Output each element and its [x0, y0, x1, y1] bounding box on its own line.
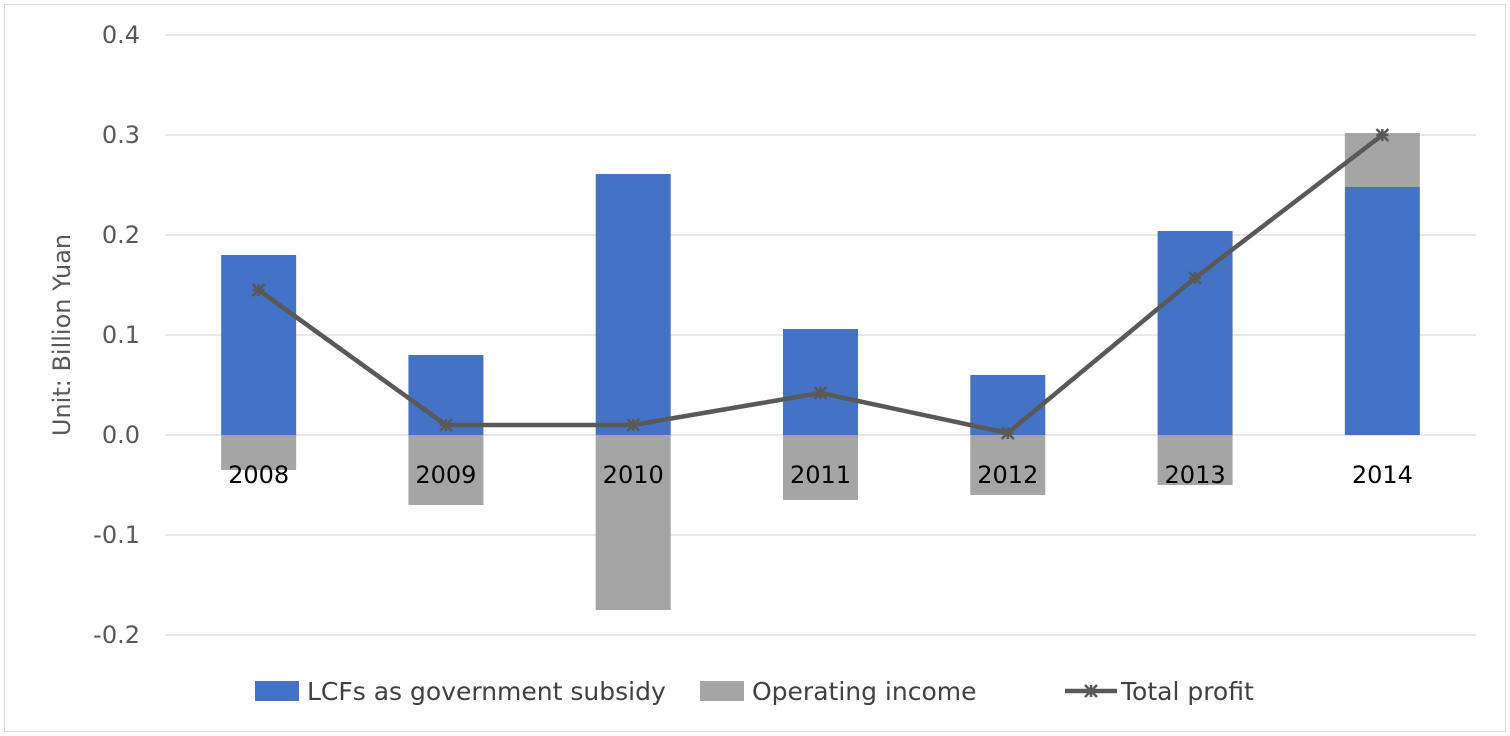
y-tick-label: -0.2: [93, 621, 140, 649]
category-label: 2009: [415, 461, 476, 489]
legend-label: Operating income: [752, 677, 977, 706]
y-tick-label: 0.3: [102, 121, 140, 149]
category-label: 2013: [1165, 461, 1226, 489]
legend-swatch-0: [255, 681, 299, 701]
bar-lcfs-2011: [783, 329, 858, 435]
y-tick-label: 0.4: [102, 21, 140, 49]
total-profit-point-2010: [626, 418, 641, 432]
y-axis-ticks: -0.2 -0.1 0.0 0.1 0.2 0.3 0.4: [93, 21, 140, 649]
bar-operating-income-2008: [221, 435, 297, 470]
category-label: 2008: [228, 461, 289, 489]
legend-label: Total profit: [1120, 677, 1254, 706]
total-profit-point-2013: [1188, 271, 1202, 285]
y-tick-label: -0.1: [93, 521, 140, 549]
bar-lcfs-2008: [221, 255, 297, 435]
bars: [221, 133, 1420, 610]
total-profit-point-2012: [1000, 426, 1015, 440]
bar-operating-income-2011: [783, 435, 858, 500]
total-profit-point-2008: [251, 283, 266, 297]
y-tick-label: 0.2: [102, 221, 140, 249]
bar-operating-income-2013: [1157, 435, 1233, 485]
bar-operating-income-2010: [595, 435, 671, 610]
total-profit-point-2009: [439, 418, 453, 432]
category-label: 2010: [603, 461, 664, 489]
category-labels: 2008 2009 2010 2011 2012 2013 2014: [228, 461, 1413, 489]
gridlines: [165, 34, 1476, 636]
bar-operating-income-2014: [1344, 133, 1420, 187]
bar-operating-income-2009: [408, 435, 484, 505]
category-label: 2014: [1352, 461, 1413, 489]
legend: LCFs as government subsidy Operating inco…: [255, 677, 1254, 706]
bar-lcfs-2013: [1157, 231, 1233, 435]
bar-operating-income-2012: [970, 435, 1046, 495]
category-label: 2012: [977, 461, 1038, 489]
total-profit-point-2011: [813, 386, 828, 400]
bar-lcfs-2014: [1344, 187, 1420, 435]
total-profit-point-2014: [1375, 128, 1390, 142]
bar-lcfs-2012: [970, 375, 1046, 435]
bar-lcfs-2010: [595, 174, 671, 435]
legend-swatch-1: [700, 681, 744, 701]
legend-swatch-marker: [1084, 684, 1098, 698]
y-tick-label: 0.0: [102, 421, 140, 449]
y-axis-label: Unit: Billion Yuan: [48, 234, 76, 436]
y-tick-label: 0.1: [102, 321, 140, 349]
legend-label: LCFs as government subsidy: [307, 677, 666, 706]
total-profit-line: [251, 128, 1390, 440]
category-label: 2011: [790, 461, 851, 489]
